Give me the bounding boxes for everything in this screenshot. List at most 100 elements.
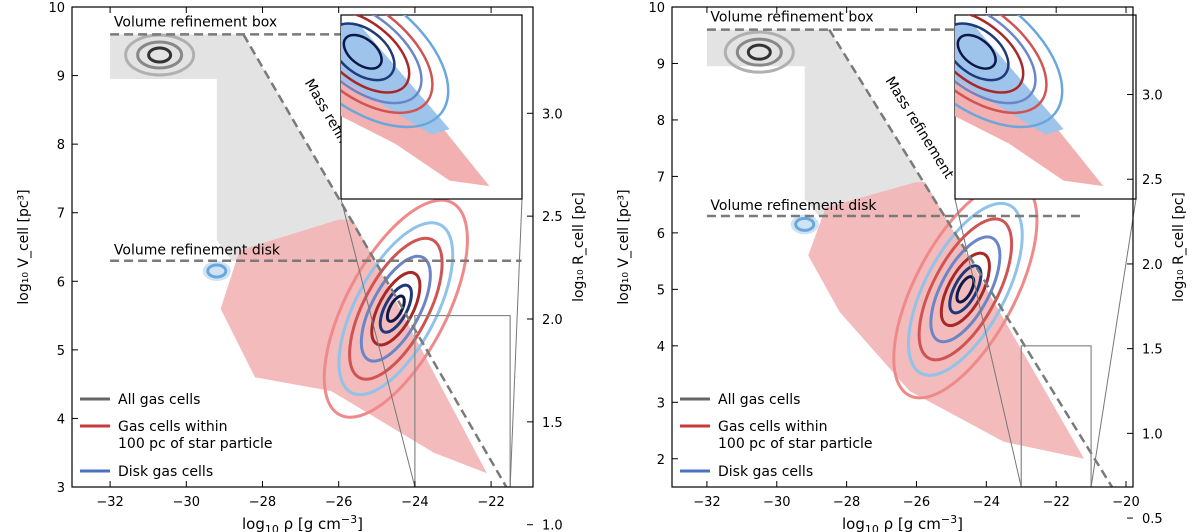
y-tick-label: 5 — [57, 344, 65, 359]
zoom-connector-right — [1090, 198, 1137, 488]
y-tick-label: 7 — [57, 207, 65, 222]
x-axis-label-sup: −3 — [341, 513, 357, 526]
x-axis-label-main: log — [242, 515, 265, 532]
y-tick-label: 4 — [57, 412, 65, 427]
legend-label: Disk gas cells — [718, 464, 813, 480]
plot-area — [110, 33, 522, 487]
y-tick-label: 6 — [657, 227, 665, 242]
volume-disk-label: Volume refinement disk — [710, 198, 877, 214]
contour-disk-blob — [206, 263, 228, 279]
x-tick-label: −26 — [903, 495, 930, 510]
star-gas-cloud — [220, 219, 487, 474]
right-tick-label: 0.5 — [1142, 512, 1163, 527]
x-tick-label: −30 — [763, 495, 790, 510]
mass-refinement-line — [828, 28, 1114, 487]
volume-box-label: Volume refinement box — [710, 10, 873, 26]
y-tick-label: 3 — [57, 481, 65, 496]
legend-label: All gas cells — [118, 392, 200, 408]
contour-all-gas-box-2 — [147, 46, 173, 64]
x-tick-label: −24 — [973, 495, 1000, 510]
right-tick-label: 1.5 — [1142, 343, 1163, 358]
y-tick-label: 4 — [657, 340, 665, 355]
mass-refinement-line — [242, 33, 508, 487]
inset-contour-0 — [955, 15, 1064, 129]
x-axis-label-rest: ρ [g cm — [879, 515, 941, 532]
right-tick-label: 3.0 — [1142, 89, 1163, 104]
axes-frame — [671, 6, 1134, 488]
x-tick-label: −28 — [833, 495, 860, 510]
right-tick-label: 2.5 — [542, 210, 563, 225]
right-tick-label: 1.0 — [1142, 427, 1163, 442]
right-tick-label: 1.0 — [542, 519, 563, 532]
y-tick-label: 3 — [657, 396, 665, 411]
x-tick-label: −26 — [325, 495, 352, 510]
contour-disk-region-3 — [929, 235, 1002, 344]
x-tick-label: −32 — [693, 495, 720, 510]
contour-disk-blob — [794, 216, 816, 232]
zoom-connector-right — [509, 198, 523, 488]
all-gas-cloud — [110, 34, 375, 261]
inset-contour-4 — [955, 22, 1010, 82]
volume-disk-label: Volume refinement disk — [114, 243, 281, 259]
contour-disk-region-1 — [337, 221, 455, 397]
contour-disk-region-0 — [322, 198, 469, 419]
inset-contour-3 — [955, 15, 1025, 94]
right-tick-label: 1.5 — [542, 416, 563, 431]
y-axis-label-right: log₁₀ R_cell [pc] — [571, 192, 587, 302]
contour-disk-region-6 — [385, 294, 406, 323]
x-tick-label: −24 — [401, 495, 428, 510]
right-tick-label: 2.0 — [542, 313, 563, 328]
contour-disk-region-6 — [955, 275, 976, 304]
legend-label-line2: 100 pc of star particle — [718, 436, 873, 452]
x-axis-label-main: log — [842, 515, 865, 532]
contour-disk-region-4 — [939, 251, 991, 328]
all-gas-cloud — [706, 29, 945, 216]
inset-contour-0 — [341, 15, 450, 129]
y-axis-label-right: log₁₀ R_cell [pc] — [1171, 192, 1187, 302]
y-tick-label: 8 — [57, 138, 65, 153]
inset-plot — [341, 15, 490, 187]
x-tick-label: −30 — [173, 495, 200, 510]
y-tick-label: 9 — [57, 70, 65, 85]
x-axis-label-end: ] — [357, 515, 363, 532]
legend-label: Disk gas cells — [118, 464, 213, 480]
contour-disk-region-5 — [948, 264, 983, 315]
y-tick-label: 7 — [657, 170, 665, 185]
axes-frame — [71, 6, 534, 488]
y-axis-label-left: log₁₀ V_cell [pc³] — [616, 189, 632, 304]
inset-contour-5 — [342, 33, 383, 70]
x-axis-label-end: ] — [957, 515, 963, 532]
legend-label: All gas cells — [718, 392, 800, 408]
legend-label-line2: 100 pc of star particle — [118, 436, 273, 452]
right-tick-label: 2.0 — [1142, 258, 1163, 273]
contour-all-gas-box-1 — [735, 37, 783, 67]
x-axis-label-sub: 10 — [865, 523, 879, 532]
x-tick-label: −28 — [249, 495, 276, 510]
x-axis-label-sub: 10 — [265, 523, 279, 532]
x-axis-label-rest: ρ [g cm — [279, 515, 341, 532]
x-axis-label: log10 ρ [g cm−3] — [242, 513, 363, 532]
y-tick-label: 8 — [657, 114, 665, 129]
inset-contour-5 — [956, 33, 997, 70]
contour-disk-region-3 — [359, 254, 432, 363]
inset-contour-3 — [341, 15, 411, 94]
x-tick-label: −22 — [477, 495, 504, 510]
plot-area — [706, 28, 1114, 487]
contour-disk-region-2 — [348, 236, 444, 381]
chart-panel-2: Volume refinement box Volume refinement d… — [616, 1, 1187, 532]
x-tick-label: −22 — [1042, 495, 1069, 510]
contour-disk-region-4 — [370, 271, 422, 347]
star-gas-cloud — [808, 182, 1085, 459]
legend-label: Gas cells within — [718, 419, 827, 435]
contour-all-gas-box-1 — [136, 40, 184, 70]
right-tick-label: 3.0 — [542, 107, 563, 122]
y-tick-label: 9 — [657, 57, 665, 72]
inset-contour-1 — [341, 15, 434, 115]
inset — [340, 14, 523, 200]
y-tick-label: 5 — [657, 283, 665, 298]
x-axis-label: log10 ρ [g cm−3] — [842, 513, 963, 532]
contour-all-gas-box-2 — [746, 43, 772, 61]
